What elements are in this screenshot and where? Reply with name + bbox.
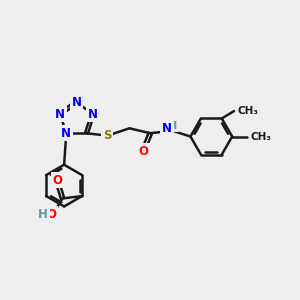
Text: N: N [162,122,172,135]
Text: N: N [71,96,81,109]
Text: CH₃: CH₃ [250,131,272,142]
Text: N: N [88,107,98,121]
Text: CH₃: CH₃ [238,106,259,116]
Text: S: S [103,129,112,142]
Text: O: O [52,174,63,187]
Text: H: H [38,208,48,221]
Text: O: O [138,145,148,158]
Text: N: N [61,127,71,140]
Text: H: H [168,121,177,131]
Text: N: N [55,107,65,121]
Text: O: O [46,208,56,221]
